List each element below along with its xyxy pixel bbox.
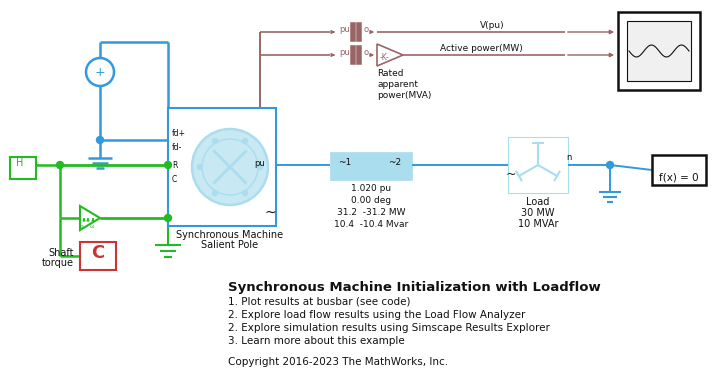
Circle shape	[212, 138, 217, 144]
Text: s: s	[81, 224, 84, 229]
Text: -K-: -K-	[380, 54, 390, 63]
Bar	[330, 152, 412, 180]
Text: Synchronous Machine Initialization with Loadflow: Synchronous Machine Initialization with …	[228, 281, 601, 294]
Text: 2. Explore simulation results using Simscape Results Explorer: 2. Explore simulation results using Sims…	[228, 323, 550, 333]
Polygon shape	[377, 44, 403, 66]
Circle shape	[202, 139, 258, 195]
Bar	[627, 21, 691, 81]
Text: ω: ω	[90, 224, 95, 229]
Text: pu: pu	[339, 25, 350, 34]
Text: 30 MW: 30 MW	[521, 208, 555, 218]
Circle shape	[86, 58, 114, 86]
Text: Synchronous Machine: Synchronous Machine	[177, 230, 283, 240]
Circle shape	[192, 129, 268, 205]
Circle shape	[56, 161, 63, 169]
Circle shape	[164, 161, 172, 169]
Text: Salient Pole: Salient Pole	[201, 240, 258, 250]
Text: 10.4  -10.4 Mvar: 10.4 -10.4 Mvar	[334, 220, 408, 229]
Text: fd+: fd+	[172, 129, 186, 138]
Text: 10 MVAr: 10 MVAr	[518, 219, 558, 229]
Circle shape	[212, 190, 217, 196]
Bar	[80, 242, 116, 270]
Text: ~1: ~1	[338, 158, 351, 167]
Text: pu: pu	[254, 159, 265, 168]
Bar	[618, 12, 700, 90]
Text: Rated: Rated	[377, 69, 404, 78]
Text: +: +	[95, 66, 105, 80]
Bar	[168, 108, 276, 226]
Text: C: C	[91, 244, 105, 262]
Circle shape	[164, 215, 172, 222]
Text: 1. Plot results at busbar (see code): 1. Plot results at busbar (see code)	[228, 297, 411, 307]
Text: ~2: ~2	[388, 158, 401, 167]
Text: ~: ~	[506, 168, 516, 181]
Text: power(MVA): power(MVA)	[377, 91, 431, 100]
Circle shape	[258, 164, 263, 170]
Text: ~: ~	[265, 206, 277, 220]
Text: fd-: fd-	[172, 143, 182, 152]
Text: R: R	[172, 161, 177, 170]
Text: n: n	[566, 153, 571, 162]
Circle shape	[197, 164, 202, 170]
Text: torque: torque	[42, 258, 74, 268]
Text: 31.2  -31.2 MW: 31.2 -31.2 MW	[337, 208, 405, 217]
Text: pu: pu	[339, 48, 350, 57]
Bar	[10, 157, 36, 179]
Circle shape	[97, 136, 103, 144]
Text: Shaft: Shaft	[48, 248, 74, 258]
Text: R: R	[34, 162, 38, 167]
Polygon shape	[80, 206, 100, 230]
Text: o: o	[363, 48, 368, 57]
Text: 3. Learn more about this example: 3. Learn more about this example	[228, 336, 404, 346]
Circle shape	[243, 138, 248, 144]
Text: 1.020 pu: 1.020 pu	[351, 184, 391, 193]
Text: C: C	[172, 175, 177, 184]
Text: o: o	[363, 25, 368, 34]
Bar	[652, 155, 706, 185]
Text: Active power(MW): Active power(MW)	[440, 44, 523, 53]
Text: Copyright 2016-2023 The MathWorks, Inc.: Copyright 2016-2023 The MathWorks, Inc.	[228, 357, 448, 367]
Text: apparent: apparent	[377, 80, 418, 89]
Bar	[508, 137, 568, 193]
Text: H: H	[16, 158, 23, 168]
Text: V(pu): V(pu)	[480, 21, 505, 30]
Text: f(x) = 0: f(x) = 0	[659, 172, 698, 182]
Text: 2. Explore load flow results using the Load Flow Analyzer: 2. Explore load flow results using the L…	[228, 310, 525, 320]
Circle shape	[243, 190, 248, 196]
Circle shape	[607, 161, 614, 169]
Text: 0.00 deg: 0.00 deg	[351, 196, 391, 205]
Text: Load: Load	[526, 197, 550, 207]
